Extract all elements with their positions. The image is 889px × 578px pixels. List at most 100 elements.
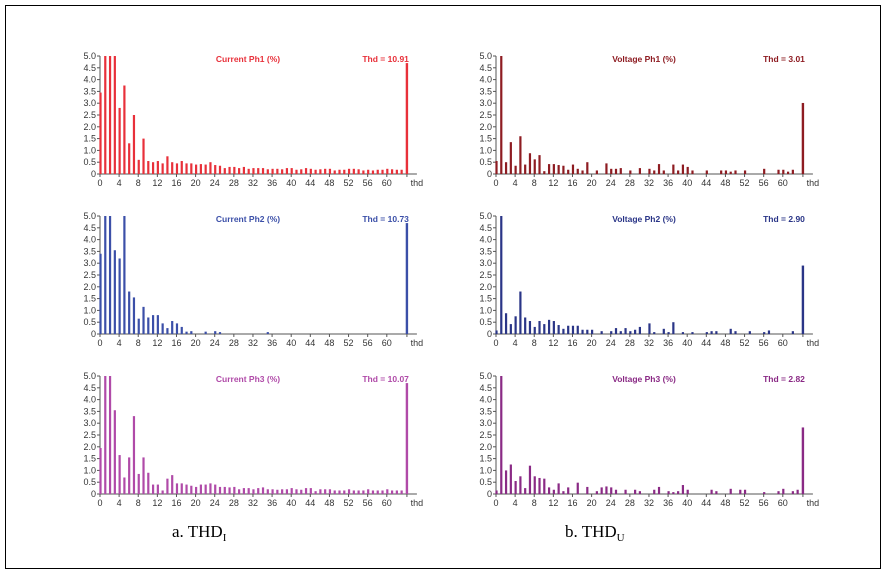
y-tick-label: 1.0 <box>479 305 492 315</box>
bar-harmonic-18 <box>185 484 188 494</box>
x-tick-label: 24 <box>606 498 616 508</box>
bar-harmonic-20 <box>195 164 198 174</box>
bar-harmonic-12 <box>552 321 555 334</box>
bar-harmonic-2 <box>504 162 508 174</box>
bar-harmonic-46 <box>319 169 322 174</box>
bar-harmonic-49 <box>729 488 732 494</box>
y-tick-label: 2.5 <box>83 430 96 440</box>
bar-harmonic-29 <box>634 329 637 334</box>
y-tick-label: 2.5 <box>479 270 492 280</box>
chart-title: Current Ph1 (%) <box>216 54 280 64</box>
bar-harmonic-14 <box>562 491 565 494</box>
bar-harmonic-62 <box>395 169 398 174</box>
bar-harmonic-14 <box>166 328 169 334</box>
thd-label: Thd = 10.91 <box>362 54 409 64</box>
bar-harmonic-52 <box>743 170 747 174</box>
y-tick-label: 4.0 <box>479 235 492 245</box>
chart-current-ph2: 0 0.5 1.0 1.5 2.0 2.5 3.0 3.5 4.0 4.5 5.0 0 4 8 12 16 20… <box>60 200 435 350</box>
bar-harmonic-45 <box>314 491 317 494</box>
x-tick-label: 60 <box>382 178 392 188</box>
bar-harmonic-35 <box>266 169 269 174</box>
bar-harmonic-7 <box>132 115 136 174</box>
bar-harmonic-0 <box>99 253 102 334</box>
bar-harmonic-11 <box>547 487 551 494</box>
y-tick-label: 1.0 <box>83 465 96 475</box>
x-tick-label: 60 <box>778 178 788 188</box>
x-tick-label: 0 <box>493 498 498 508</box>
bar-harmonic-24 <box>214 331 217 334</box>
y-tick-label: 0 <box>91 329 96 339</box>
bar-harmonic-56 <box>763 332 766 334</box>
x-tick-label: 48 <box>324 178 334 188</box>
bar-harmonic-46 <box>715 491 718 494</box>
y-tick-label: 0.5 <box>479 317 492 327</box>
x-tick-label: 4 <box>513 338 518 348</box>
bar-harmonic-44 <box>705 332 708 334</box>
bar-harmonic-61 <box>390 490 394 494</box>
y-tick-label: 3.5 <box>83 246 96 256</box>
bar-harmonic-1 <box>500 56 503 174</box>
chart-title: Voltage Ph1 (%) <box>612 54 676 64</box>
bar-harmonic-9 <box>142 138 145 174</box>
caption-thd-current: a. THDI <box>172 522 226 544</box>
bar-harmonic-24 <box>610 168 613 174</box>
x-tick-label: 24 <box>210 338 220 348</box>
x-tick-label: 16 <box>171 338 181 348</box>
bar-harmonic-53 <box>352 168 355 174</box>
bar-harmonic-40 <box>290 488 293 494</box>
bar-harmonic-19 <box>190 485 193 494</box>
bar-harmonic-4 <box>514 165 517 174</box>
bar-harmonic-36 <box>667 491 670 494</box>
bar-harmonic-2 <box>108 376 112 494</box>
bar-harmonic-43 <box>304 488 308 494</box>
x-tick-label: 4 <box>513 178 518 188</box>
y-tick-label: 4.0 <box>83 75 96 85</box>
bar-harmonic-6 <box>524 317 527 334</box>
bar-harmonic-47 <box>324 489 327 494</box>
x-tick-label: 44 <box>305 178 315 188</box>
bar-harmonic-17 <box>180 483 183 494</box>
bar-harmonic-14 <box>166 156 169 174</box>
bar-harmonic-38 <box>281 489 284 494</box>
bar-harmonic-27 <box>228 487 231 494</box>
x-tick-label: 52 <box>344 338 354 348</box>
bar-harmonic-8 <box>137 473 140 494</box>
bar-harmonic-0 <box>495 330 498 334</box>
bar-harmonic-5 <box>519 291 522 334</box>
bar-harmonic-11 <box>151 162 155 174</box>
bar-harmonic-43 <box>304 168 308 174</box>
y-tick-label: 1.0 <box>83 145 96 155</box>
bar-harmonic-30 <box>638 168 641 174</box>
bar-harmonic-1 <box>500 216 503 334</box>
bar-harmonic-62 <box>791 169 794 174</box>
bar-harmonic-57 <box>371 170 375 174</box>
chart-svg: 00.51.01.52.02.53.03.54.04.55.00 4 8 12 16 20… <box>479 51 819 188</box>
x-tick-label: 32 <box>248 178 258 188</box>
bar-harmonic-60 <box>782 488 785 494</box>
bar-harmonic-33 <box>653 489 656 494</box>
bar-harmonic-41 <box>691 332 694 334</box>
bar-harmonic-5 <box>123 477 126 494</box>
bar-harmonic-10 <box>543 324 546 334</box>
y-tick-label: 0 <box>487 169 492 179</box>
bar-harmonic-32 <box>648 168 651 174</box>
bar-harmonic-0 <box>99 447 102 494</box>
bar-harmonic-2 <box>504 470 508 494</box>
bar-harmonic-30 <box>638 491 641 494</box>
bar-harmonic-10 <box>543 478 546 494</box>
chart-current-ph1: 0 0.5 1.0 1.5 2.0 2.5 3.0 3.5 4.0 4.5 5.0 0 4 8 12 16 20… <box>60 40 435 190</box>
bar-harmonic-21 <box>595 491 598 494</box>
bar-harmonic-26 <box>223 168 226 174</box>
y-tick-label: 0 <box>91 489 96 499</box>
thd-label: Thd = 10.07 <box>362 374 409 384</box>
chart-title: Voltage Ph3 (%) <box>612 374 676 384</box>
bar-harmonic-6 <box>128 291 131 334</box>
bar-harmonic-23 <box>209 483 212 494</box>
bar-harmonic-35 <box>662 328 665 334</box>
x-tick-label: 4 <box>513 498 518 508</box>
bar-harmonic-7 <box>528 153 532 174</box>
bar-harmonic-13 <box>161 163 164 174</box>
bar-harmonic-11 <box>151 315 155 334</box>
bar-harmonic-31 <box>247 168 250 174</box>
bar-harmonic-13 <box>161 323 164 334</box>
